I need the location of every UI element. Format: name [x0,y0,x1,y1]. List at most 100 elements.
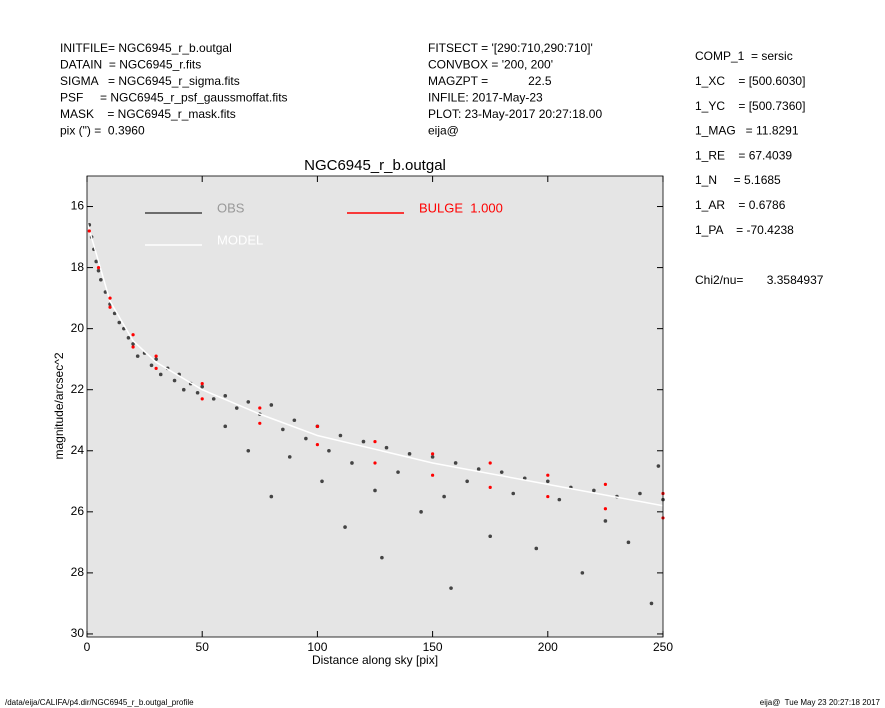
header-left-line: PSF = NGC6945_r_psf_gaussmoffat.fits [60,91,288,105]
y-tick-label: 24 [71,443,85,457]
data-point [546,473,550,477]
data-point [592,488,596,493]
x-tick-label: 250 [653,640,673,654]
data-point [269,494,274,499]
data-point [258,421,262,425]
data-point [320,479,324,484]
data-point [234,406,239,410]
data-point [603,507,608,511]
data-point [200,397,204,401]
data-point [442,494,446,499]
data-point [431,473,435,477]
header-right-line: 1_N = 5.1685 [695,173,781,187]
data-point [200,384,204,389]
data-point [96,265,101,270]
chart-title: NGC6945_r_b.outgal [304,157,446,174]
data-point [656,464,661,468]
data-point [453,461,458,465]
data-point [292,418,297,423]
data-point [96,268,101,273]
data-point [154,366,158,370]
data-point [158,372,163,377]
data-point [223,394,228,398]
x-tick-label: 100 [307,640,327,654]
data-point [87,229,91,233]
data-point [108,296,112,300]
data-point [200,382,204,386]
data-point [465,479,469,484]
header-middle-line: eija@ [428,124,459,138]
x-tick-label: 50 [196,640,210,654]
data-point [287,455,292,459]
data-point [327,448,331,453]
legend-label: MODEL [217,232,263,247]
data-point [431,452,435,456]
y-axis-label: magnitude/arcsec^2 [52,352,66,459]
y-tick-label: 26 [71,504,85,518]
header-middle-line: MAGZPT = 22.5 [428,74,552,88]
y-tick-label: 28 [71,565,85,579]
data-point [131,345,135,349]
data-point [281,427,285,432]
header-left-line: SIGMA = NGC6945_r_sigma.fits [60,74,240,88]
data-point [396,470,400,474]
data-point [126,336,131,340]
chi2: Chi2/nu= 3.3584937 [695,273,824,287]
legend-label: BULGE 1.000 [419,200,503,215]
data-point [522,476,527,481]
data-point [476,467,481,471]
footer-date: eija@ Tue May 23 20:27:18 2017 [760,698,881,707]
data-point [246,400,251,404]
data-point [149,363,154,368]
data-point [117,320,122,325]
data-point [131,342,135,346]
data-point [112,311,117,316]
data-point [135,354,140,358]
data-point [195,390,200,395]
data-point [499,470,504,474]
data-point [603,519,608,523]
data-point [343,525,347,529]
y-tick-label: 16 [71,199,85,213]
header-left-line: DATAIN = NGC6945_r.fits [60,58,201,72]
header-right-line: 1_RE = 67.4039 [695,148,792,162]
data-point [430,455,435,459]
data-point [246,448,251,453]
data-point [154,354,158,358]
header-right-line: 1_YC = [500.7360] [695,99,805,113]
model-line [86,221,664,507]
header-middle-line: PLOT: 23-May-2017 20:27:18.00 [428,107,602,121]
data-point [103,290,108,294]
plot-frame [86,175,664,638]
data-point [211,397,216,401]
header-right-line: 1_AR = 0.6786 [695,198,786,212]
data-point [315,443,319,447]
header-right-line: 1_XC = [500.6030] [695,74,805,88]
data-point [94,259,99,264]
header-left-line: MASK = NGC6945_r_mask.fits [60,107,236,121]
data-point [304,436,308,441]
data-point [373,461,377,465]
data-point [269,403,274,407]
data-point [649,601,654,606]
data-point [315,424,319,428]
x-axis-label: Distance along sky [pix] [312,653,438,667]
plot-area [87,176,663,637]
data-point [419,510,423,514]
data-point [258,406,262,410]
header-right-line: 1_MAG = 11.8291 [695,124,799,138]
header-left-line: INITFILE= NGC6945_r_b.outgal [60,41,232,55]
header-middle-line: CONVBOX = '200, 200' [428,58,553,72]
data-point [350,461,354,465]
x-tick-label: 200 [538,640,558,654]
data-point [557,497,562,502]
data-point [131,333,135,337]
data-point [511,491,516,496]
header-middle-line: INFILE: 2017-May-23 [428,91,543,105]
data-point [154,357,158,361]
y-tick-label: 20 [71,321,85,335]
data-point [223,424,228,429]
header-middle-line: FITSECT = '[290:710,290:710]' [428,41,593,55]
data-point [99,278,103,282]
